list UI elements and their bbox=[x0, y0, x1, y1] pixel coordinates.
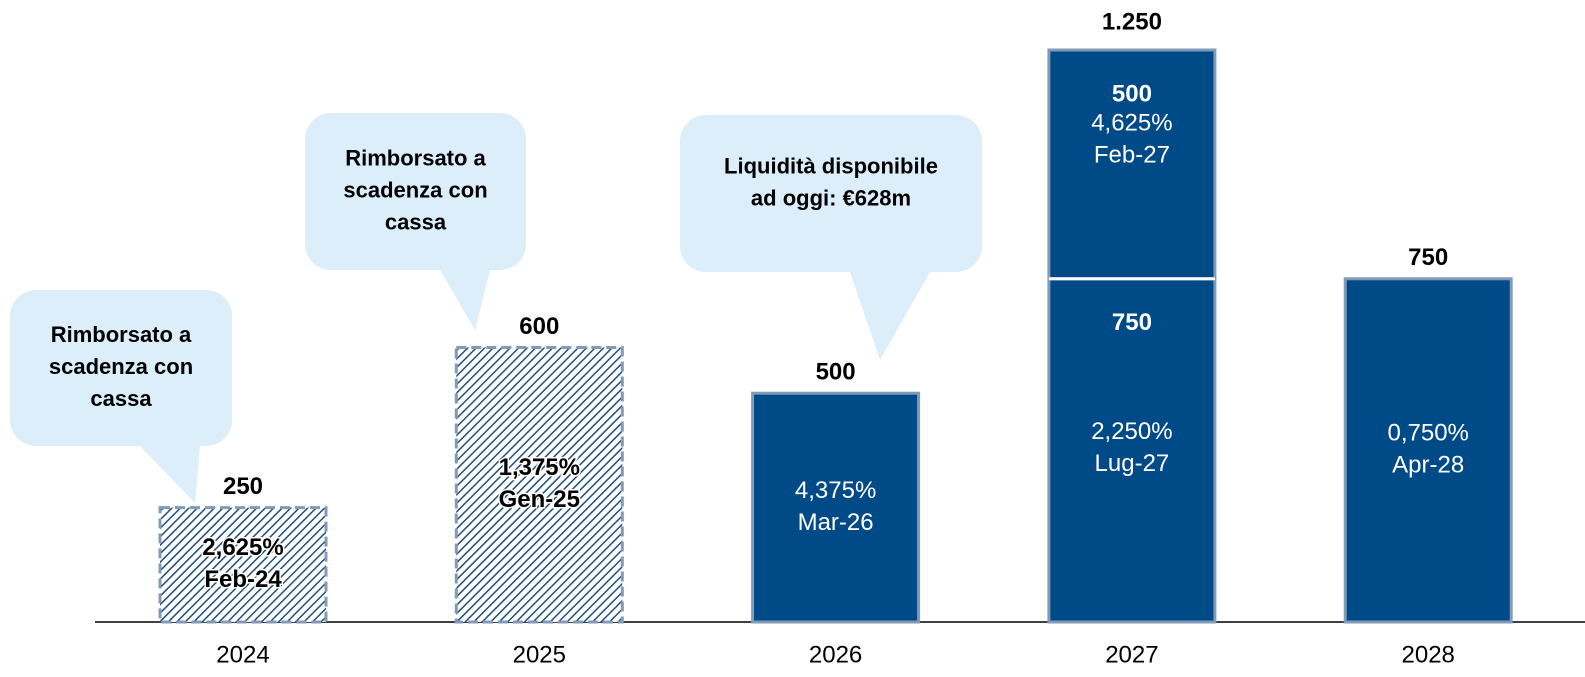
bar bbox=[751, 391, 921, 624]
bar bbox=[1047, 48, 1217, 281]
x-tick-label: 2028 bbox=[1402, 641, 1455, 668]
callout-text: cassa bbox=[90, 386, 152, 411]
bar-note: 4,625% bbox=[1091, 109, 1172, 136]
value-label: 750 bbox=[1112, 309, 1152, 336]
callout-text: Rimborsato a bbox=[51, 322, 192, 347]
bar-note: Apr-28 bbox=[1392, 452, 1464, 479]
bar-note: Mar-26 bbox=[798, 509, 874, 536]
bar-note: Feb-24 bbox=[204, 566, 282, 593]
bar-note: Lug-27 bbox=[1095, 450, 1170, 477]
callout-text: scadenza con bbox=[49, 354, 193, 379]
callout-text: scadenza con bbox=[343, 177, 487, 202]
bar bbox=[1047, 277, 1217, 624]
bar bbox=[158, 506, 328, 624]
callout-text: Liquidità disponibile bbox=[724, 153, 938, 178]
stack-total-label: 1.250 bbox=[1102, 8, 1162, 35]
callout-box bbox=[10, 290, 232, 446]
callout-box bbox=[305, 113, 526, 270]
value-label: 600 bbox=[519, 313, 559, 340]
callout-tail bbox=[140, 446, 200, 503]
value-label: 500 bbox=[816, 359, 856, 386]
bar-note: 1,375% bbox=[499, 454, 580, 481]
x-tick-label: 2025 bbox=[513, 641, 566, 668]
callout-tail bbox=[850, 272, 930, 360]
bar-note: 2,625% bbox=[202, 534, 283, 561]
bar bbox=[454, 345, 624, 624]
x-tick-label: 2024 bbox=[216, 641, 269, 668]
bar-note: 2,250% bbox=[1091, 418, 1172, 445]
bar-note: 4,375% bbox=[795, 477, 876, 504]
callout-box bbox=[680, 115, 982, 272]
bar-note: Gen-25 bbox=[499, 486, 580, 513]
bar-note: 0,750% bbox=[1387, 420, 1468, 447]
value-label: 750 bbox=[1408, 244, 1448, 271]
callout-text: cassa bbox=[385, 209, 447, 234]
value-label: 500 bbox=[1112, 80, 1152, 107]
x-tick-label: 2026 bbox=[809, 641, 862, 668]
value-label: 250 bbox=[223, 473, 263, 500]
callout-text: Rimborsato a bbox=[345, 145, 486, 170]
bar-note: Feb-27 bbox=[1094, 141, 1170, 168]
x-tick-label: 2027 bbox=[1105, 641, 1158, 668]
bar bbox=[1343, 277, 1513, 624]
callout-tail bbox=[440, 270, 490, 330]
callout-text: ad oggi: €628m bbox=[751, 185, 911, 210]
